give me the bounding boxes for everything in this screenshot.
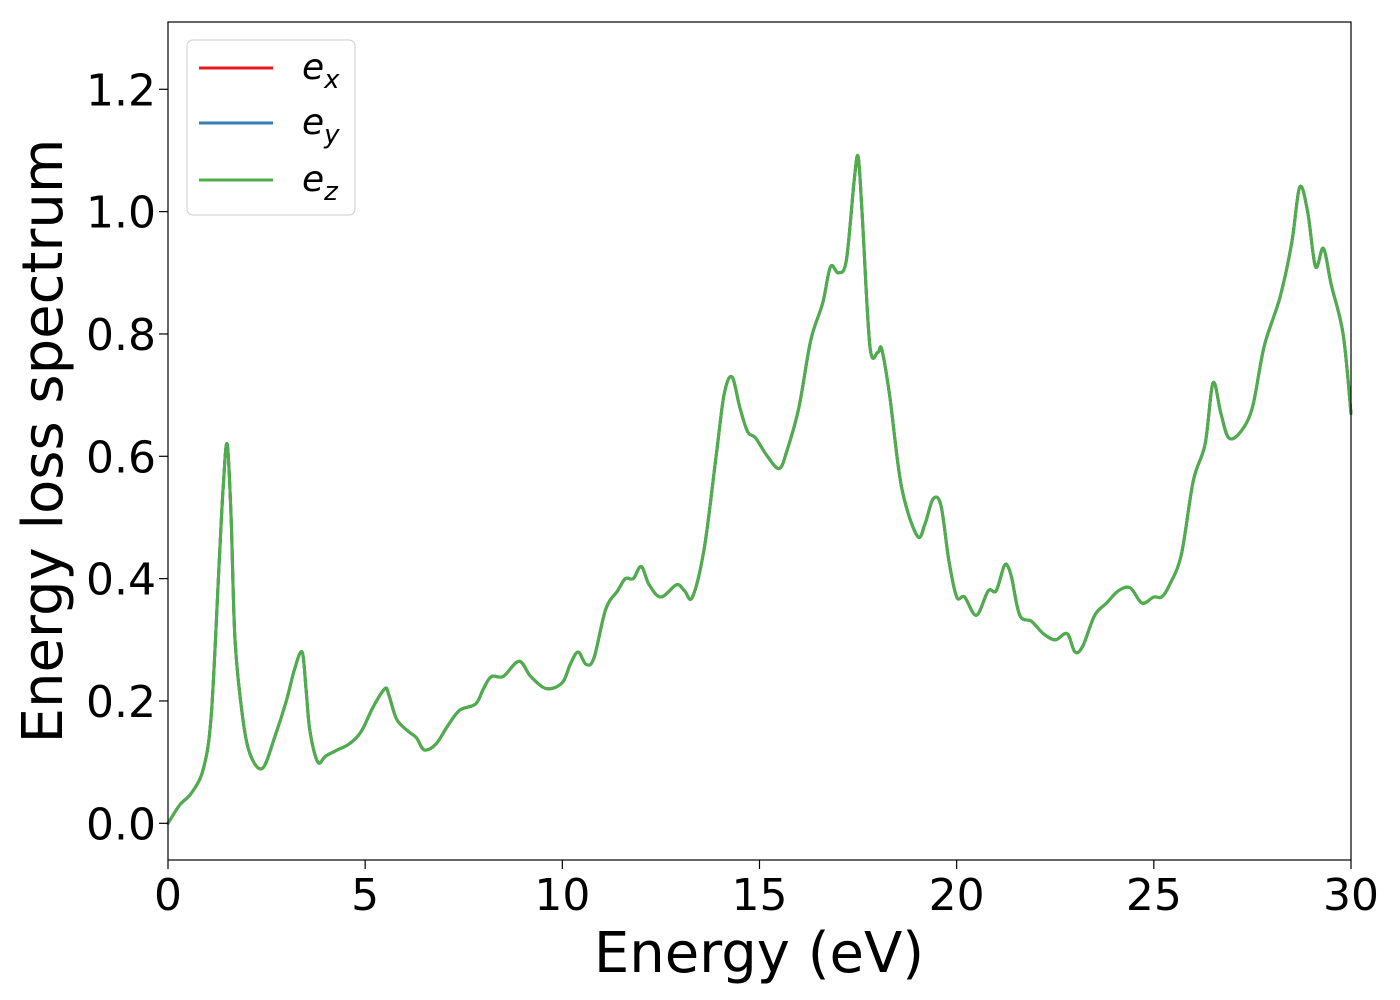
x-tick-label: 5 — [351, 870, 379, 921]
series-line-ez — [166, 153, 1353, 825]
legend-label-ez: ez — [302, 159, 339, 207]
x-axis-ticks: 0 5 10 15 20 25 30 — [154, 860, 1379, 921]
legend-label-ex: ex — [302, 47, 340, 95]
x-tick-label: 0 — [154, 870, 182, 921]
y-tick-label: 0.2 — [86, 677, 156, 728]
x-tick-label: 20 — [929, 870, 985, 921]
y-tick-label: 0.4 — [86, 555, 156, 606]
x-tick-label: 15 — [732, 870, 788, 921]
legend-box — [186, 39, 356, 216]
x-axis-label: Energy (eV) — [594, 921, 924, 986]
y-tick-label: 0.8 — [86, 310, 156, 361]
series-layer — [166, 153, 1353, 825]
legend-entries: ex ey ez — [199, 47, 340, 207]
x-tick-label: 25 — [1126, 870, 1182, 921]
y-axis-ticks: 0.0 0.2 0.4 0.6 0.8 1.0 1.2 — [86, 65, 168, 850]
x-tick-label: 10 — [534, 870, 590, 921]
y-tick-label: 1.2 — [86, 65, 156, 116]
plot-area — [168, 22, 1351, 860]
y-tick-label: 0.6 — [86, 432, 156, 483]
y-tick-label: 0.0 — [86, 799, 156, 850]
x-tick-label: 30 — [1323, 870, 1379, 921]
y-tick-label: 1.0 — [86, 188, 156, 239]
legend: ex ey ez — [186, 39, 356, 216]
legend-label-ey: ey — [302, 102, 340, 150]
y-axis-label: Energy loss spectrum — [11, 139, 76, 744]
